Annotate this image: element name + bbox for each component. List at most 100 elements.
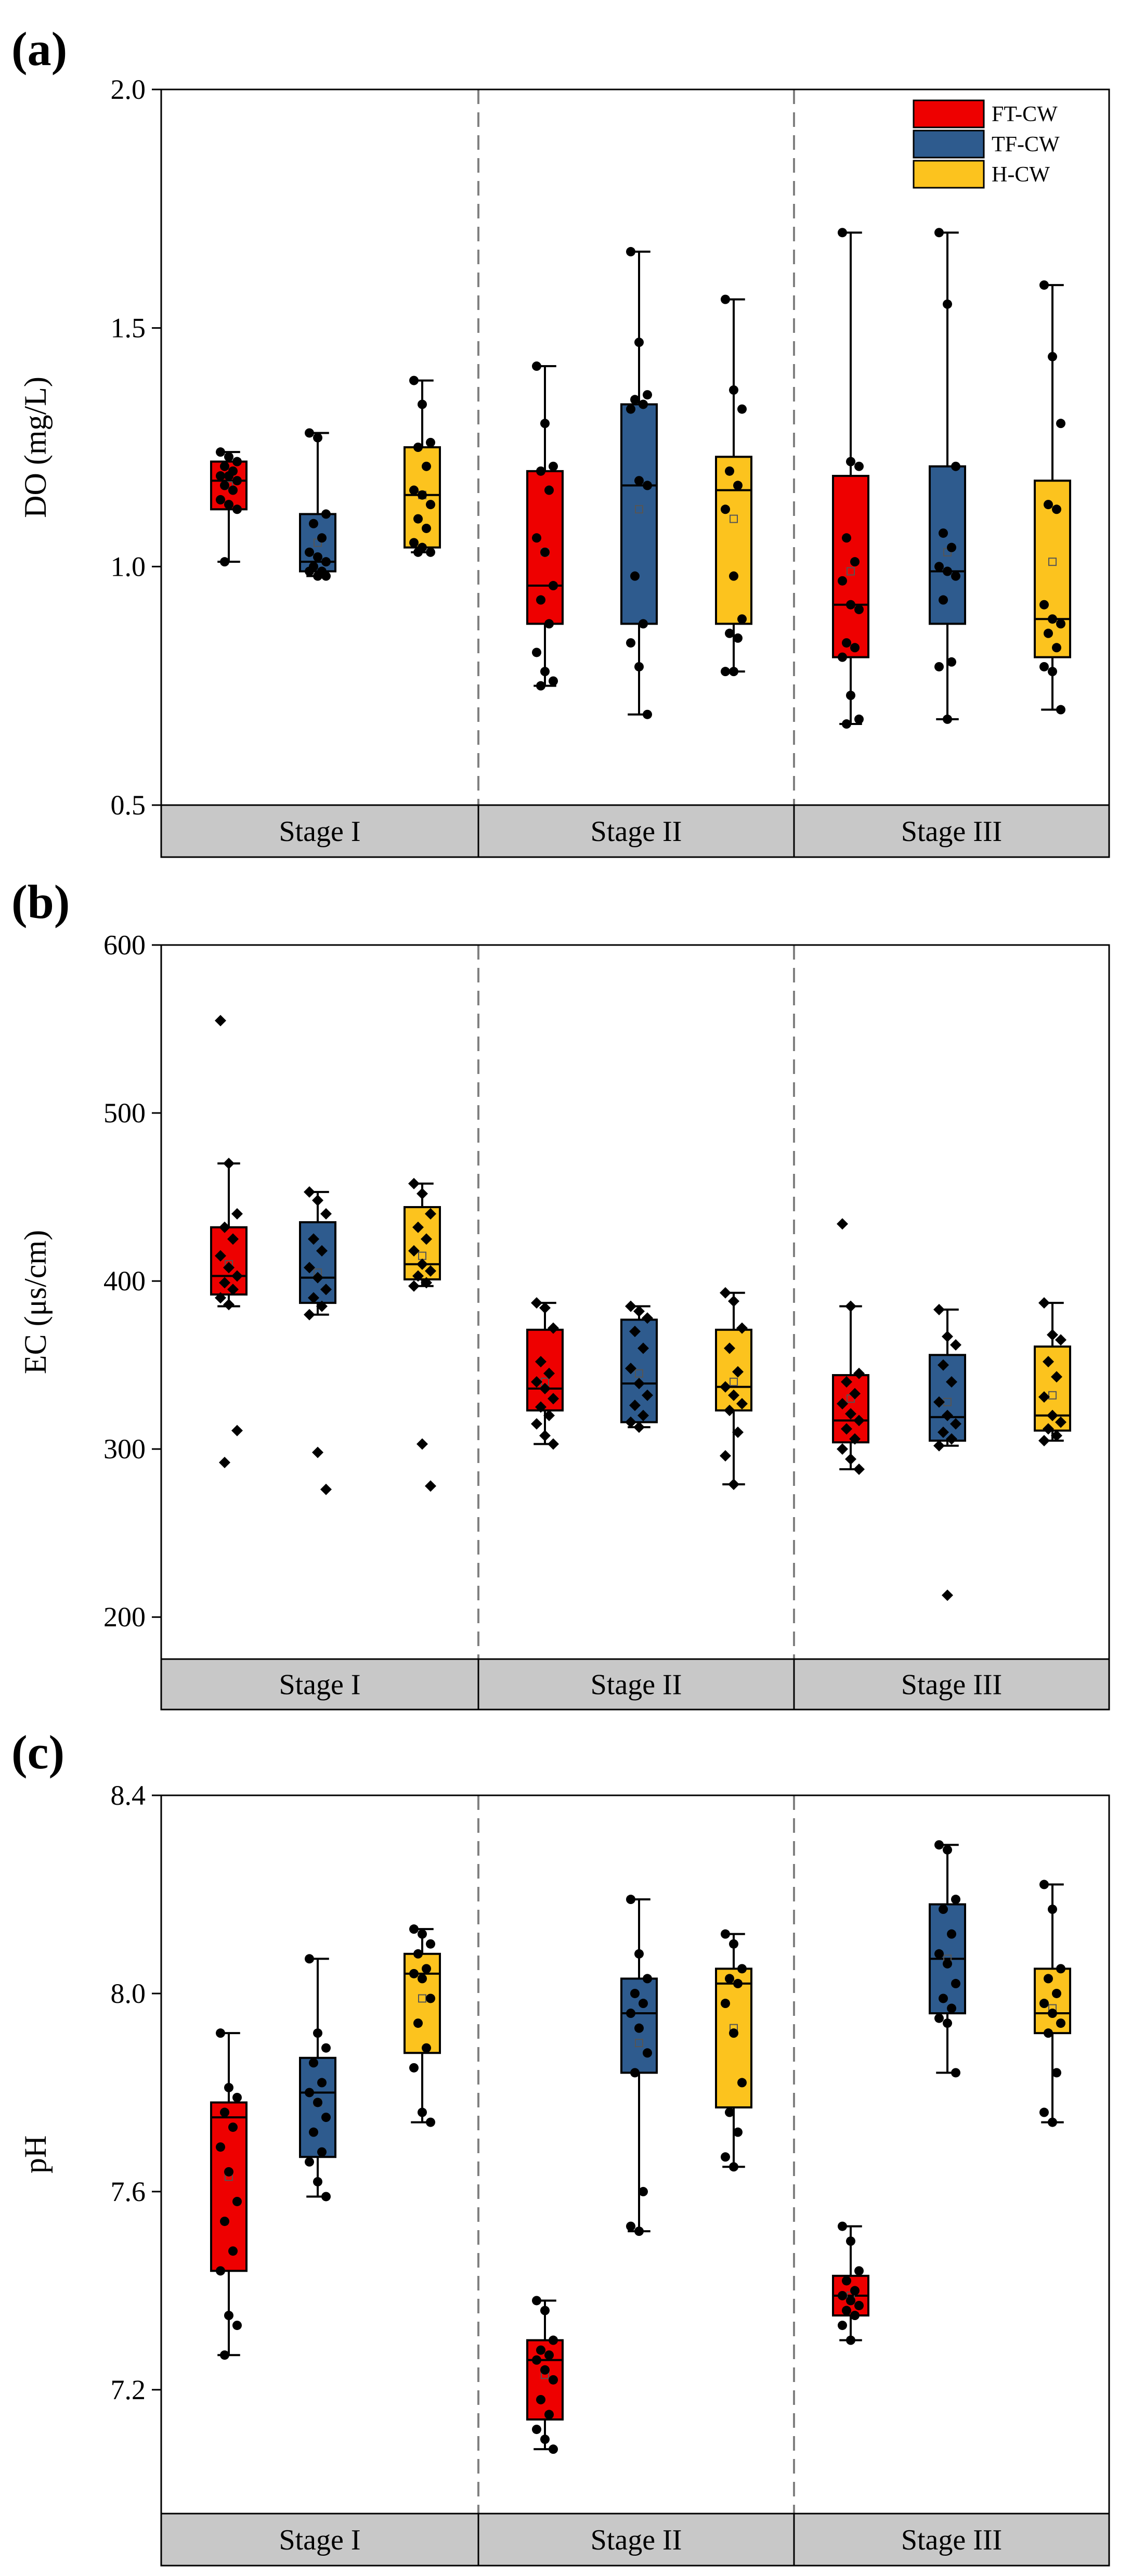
data-point	[549, 461, 558, 471]
data-point	[426, 2117, 435, 2127]
data-point	[1048, 352, 1057, 361]
data-point	[934, 1840, 944, 1850]
box-stage-ii-tf-cw	[620, 247, 658, 719]
data-point	[637, 1342, 649, 1354]
data-point	[845, 1300, 856, 1312]
y-tick-label: 8.0	[111, 1978, 146, 2009]
box-stage-i-tf-cw	[299, 1954, 336, 2202]
data-point	[724, 1342, 735, 1354]
data-point	[854, 2300, 864, 2310]
data-point	[630, 1988, 640, 1998]
panel-c: (c) Stage I Stage II Stage III 7.2 7.6 8.0 8.4 p…	[11, 1726, 1110, 2567]
mean-marker	[730, 514, 738, 523]
data-point	[532, 361, 541, 371]
data-point	[549, 2335, 558, 2345]
data-point	[409, 376, 419, 385]
box-stage-iii-ft-cw	[832, 228, 869, 729]
data-point	[721, 667, 730, 677]
data-point	[408, 1177, 420, 1189]
data-point	[317, 2147, 327, 2157]
data-point	[1038, 1435, 1050, 1447]
data-point	[633, 1378, 645, 1390]
data-point	[854, 461, 864, 471]
data-point	[549, 2375, 558, 2385]
data-point	[939, 1994, 948, 2003]
data-point	[224, 500, 233, 510]
data-point	[939, 1905, 948, 1914]
data-point	[313, 2177, 322, 2186]
data-point	[951, 571, 960, 581]
box-stage-i-ft-cw	[210, 2028, 248, 2360]
box-stage-i-ft-cw	[210, 1015, 248, 1469]
data-point	[418, 399, 427, 409]
data-point	[846, 691, 855, 701]
data-point	[220, 2217, 229, 2227]
box-stage-ii-h-cw	[715, 294, 752, 677]
data-point	[321, 571, 331, 581]
data-point	[413, 443, 423, 452]
data-point	[227, 1233, 239, 1245]
data-point	[1056, 2018, 1065, 2028]
data-point	[626, 2221, 635, 2231]
data-point	[950, 1339, 961, 1351]
data-point	[548, 1393, 559, 1405]
data-point	[942, 1409, 953, 1421]
data-point	[850, 2311, 860, 2321]
data-point	[321, 2043, 331, 2053]
data-point	[413, 2018, 423, 2028]
data-point	[418, 1929, 427, 1939]
data-point	[951, 2068, 960, 2078]
data-point	[216, 495, 225, 504]
data-point	[1043, 1356, 1054, 1368]
data-point	[539, 1382, 551, 1394]
data-point	[220, 461, 229, 471]
data-point	[837, 1397, 848, 1409]
y-tick-label: 200	[103, 1601, 146, 1633]
data-point	[838, 2221, 847, 2231]
data-point	[1048, 1905, 1057, 1914]
data-point	[224, 2082, 233, 2092]
data-point	[308, 1292, 319, 1304]
stage-label-stage-ii: Stage II	[591, 1669, 682, 1701]
box-stage-i-h-cw	[404, 376, 441, 557]
data-point	[227, 1284, 239, 1296]
data-point	[535, 1401, 547, 1413]
data-point	[934, 2013, 944, 2023]
y-tick-label: 2.0	[111, 74, 146, 105]
data-point	[939, 595, 948, 605]
data-point	[219, 1457, 230, 1469]
stage-label-stage-iii: Stage III	[901, 2524, 1002, 2556]
data-point	[934, 662, 944, 671]
data-point	[729, 2028, 738, 2038]
y-tick-label: 8.4	[111, 1780, 146, 1811]
data-point	[532, 648, 541, 657]
data-point	[305, 547, 314, 557]
data-point	[320, 1284, 332, 1296]
data-point	[733, 481, 743, 490]
data-point	[837, 1218, 848, 1230]
data-point	[1056, 1964, 1065, 1974]
data-point	[841, 1423, 852, 1435]
data-point	[732, 1426, 744, 1438]
data-point	[850, 643, 860, 653]
plot-frame	[160, 1794, 1110, 2515]
data-point	[426, 500, 435, 510]
data-point	[305, 2088, 314, 2098]
data-point	[304, 1186, 315, 1198]
data-point	[1052, 1988, 1061, 1998]
data-point	[224, 2311, 233, 2321]
data-point	[720, 1450, 731, 1462]
data-point	[305, 428, 314, 438]
plot-frame	[160, 88, 1110, 806]
data-point	[934, 1949, 944, 1959]
data-point	[320, 1208, 332, 1220]
data-point	[1039, 1999, 1049, 2009]
data-point	[1039, 600, 1049, 610]
data-point	[532, 2355, 541, 2365]
data-point	[540, 547, 550, 557]
data-point	[854, 604, 864, 614]
data-point	[535, 1356, 547, 1368]
data-point	[309, 2058, 318, 2068]
data-point	[643, 709, 652, 719]
data-point	[842, 2276, 851, 2286]
